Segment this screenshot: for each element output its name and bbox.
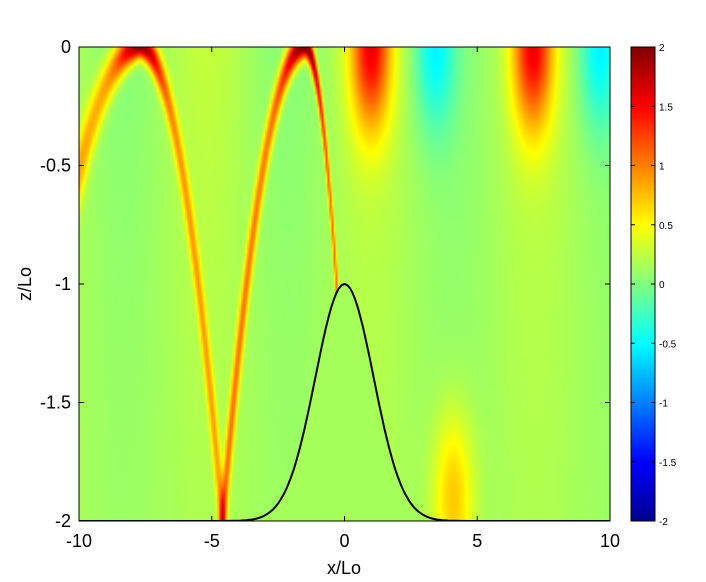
colorbar-tick-label: -2	[659, 517, 668, 528]
bottom-profile-curve	[79, 282, 610, 521]
x-tick-label: 10	[600, 531, 620, 551]
y-tick-label: 0	[61, 37, 71, 57]
y-tick-label: -1.5	[40, 393, 71, 413]
y-axis: 0 -0.5 -1 -1.5 -2	[40, 37, 610, 531]
x-axis: -10 -5 0 5 10	[66, 47, 620, 551]
y-tick-label: -1	[55, 274, 71, 294]
y-tick-label: -2	[55, 511, 71, 531]
colorbar: 2 1.5 1 0.5 0 -0.5 -1 -1.5 -2	[630, 43, 677, 528]
colorbar-tick-label: 1	[659, 162, 665, 173]
colorbar-tick-label: 2	[659, 43, 665, 54]
x-tick-label: -5	[204, 531, 220, 551]
colorbar-tick-label: -1.5	[659, 458, 677, 469]
colorbar-tick-label: 0.5	[659, 221, 673, 232]
colorbar-tick-label: 0	[659, 280, 665, 291]
colorbar-tick-label: -0.5	[659, 339, 677, 350]
x-tick-label: -10	[66, 531, 92, 551]
colorbar-tick-label: 1.5	[659, 102, 673, 113]
colorbar-ticks: 2 1.5 1 0.5 0 -0.5 -1 -1.5 -2	[631, 43, 677, 528]
y-axis-label: z/Lo	[15, 267, 35, 301]
x-tick-label: 5	[472, 531, 482, 551]
x-axis-label: x/Lo	[327, 558, 361, 578]
colorbar-tick-label: -1	[659, 399, 668, 410]
y-tick-label: -0.5	[40, 156, 71, 176]
x-tick-label: 0	[339, 531, 349, 551]
